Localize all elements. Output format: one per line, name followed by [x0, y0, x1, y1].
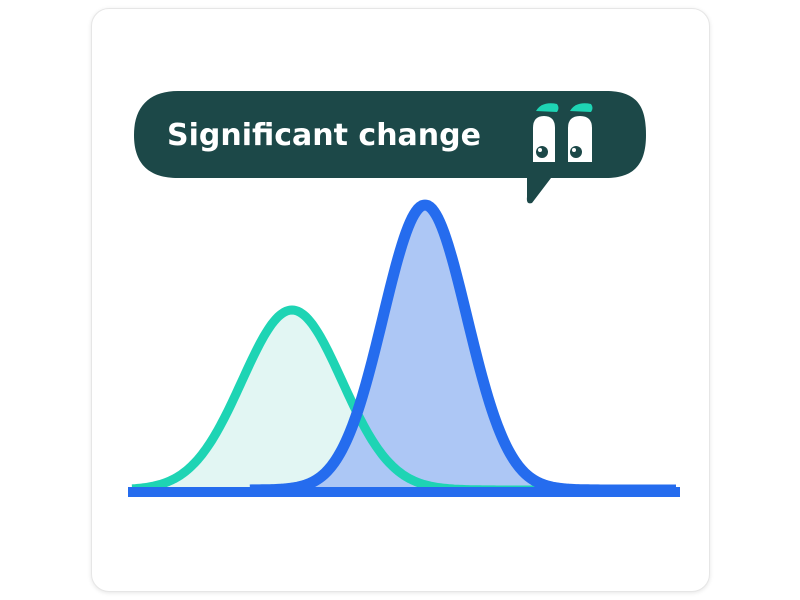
distribution-chart	[128, 199, 680, 497]
speech-bubble: Significant change	[134, 91, 646, 204]
before-distribution-fill	[132, 310, 540, 490]
cartoon-eyes-icon	[533, 103, 593, 162]
speech-bubble-shape	[134, 91, 646, 204]
bubble-text: Significant change	[167, 118, 481, 153]
